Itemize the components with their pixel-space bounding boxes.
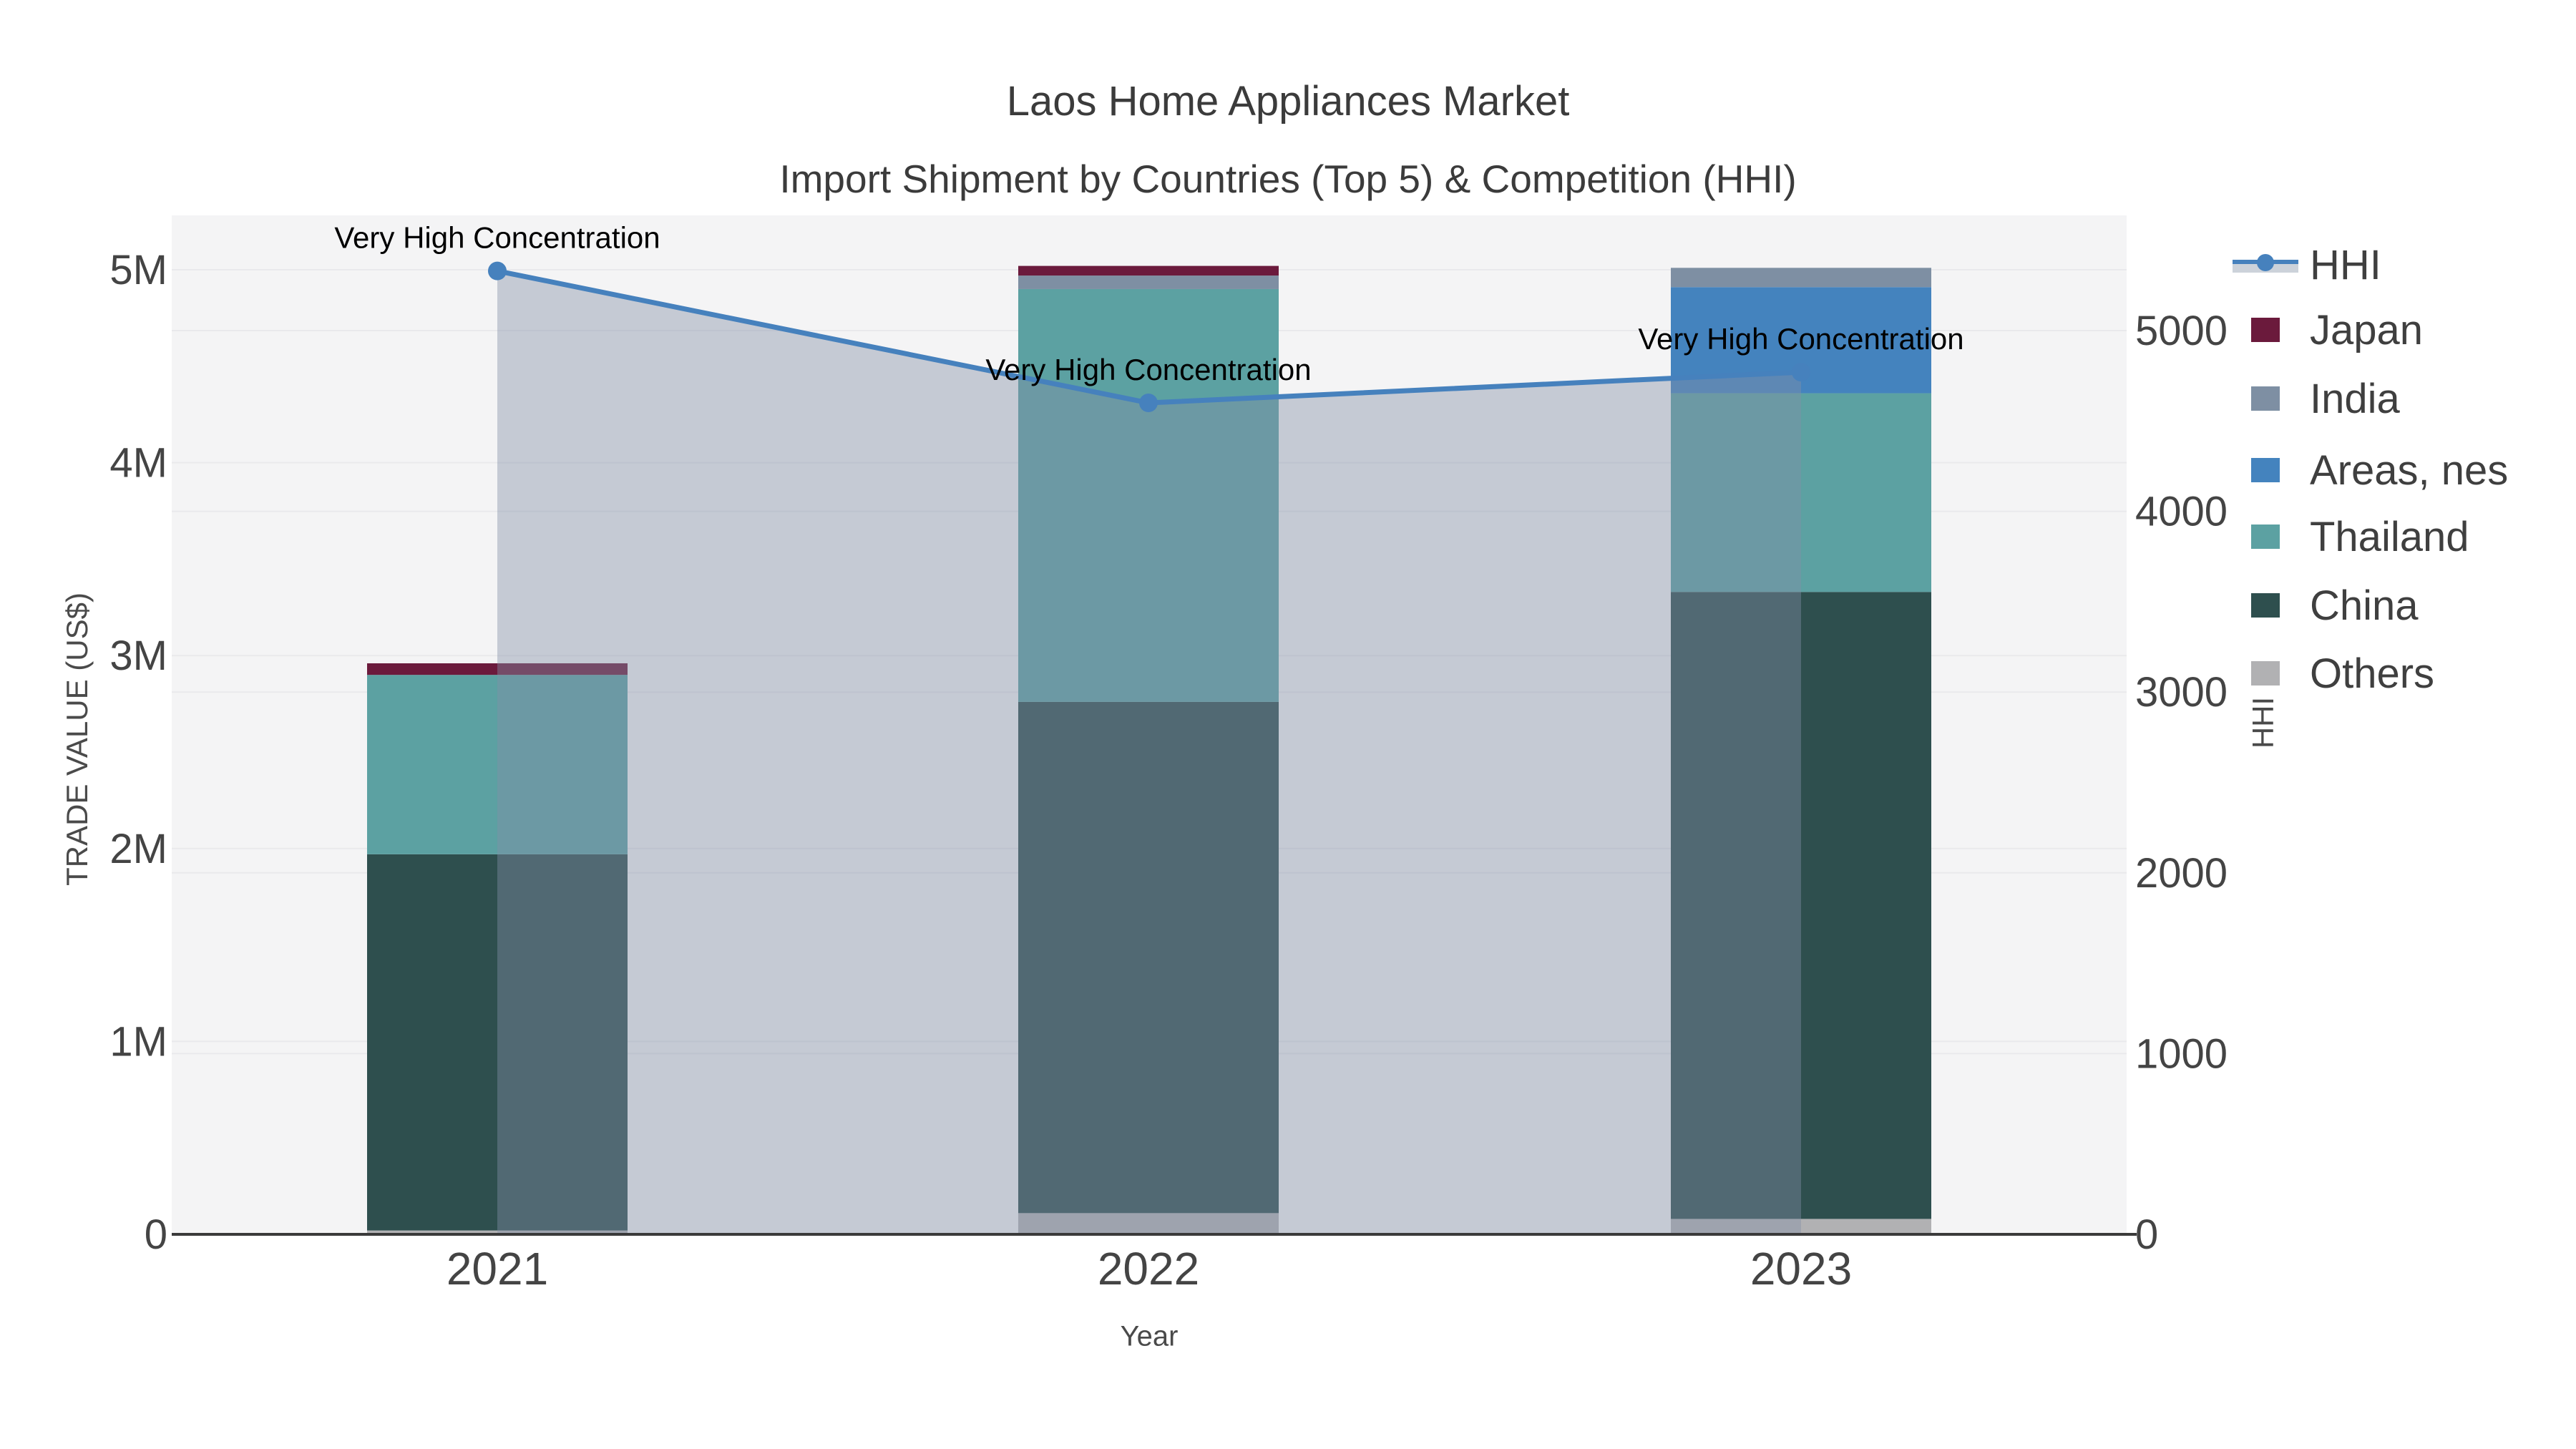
- legend-swatch-icon: [2251, 525, 2280, 549]
- x-tick-2023: 2023: [1750, 1243, 1852, 1294]
- legend-item-areas-nes[interactable]: Areas, nes: [2233, 447, 2508, 494]
- bar-segment-others-2023[interactable]: [1671, 1219, 1931, 1234]
- legend-swatch-icon: [2251, 661, 2280, 686]
- hhi-marker-2023[interactable]: [1792, 363, 1810, 382]
- legend-label: Areas, nes: [2310, 447, 2509, 494]
- legend-item-hhi[interactable]: HHI: [2233, 241, 2381, 288]
- right-tick-4000: 4000: [2135, 489, 2228, 535]
- annotation-2022: Very High Concentration: [985, 353, 1311, 386]
- bar-segment-india-2023[interactable]: [1671, 268, 1931, 288]
- legend-label: Japan: [2310, 306, 2424, 353]
- hhi-marker-2021[interactable]: [488, 261, 507, 280]
- legend-item-china[interactable]: China: [2233, 582, 2419, 629]
- bar-segment-others-2021[interactable]: [367, 1230, 628, 1234]
- legend-swatch-icon: [2251, 458, 2280, 482]
- right-tick-0: 0: [2135, 1211, 2158, 1258]
- hhi-line-icon: [2233, 254, 2298, 274]
- bar-segment-china-2021[interactable]: [367, 854, 628, 1231]
- bar-segment-others-2022[interactable]: [1018, 1213, 1279, 1234]
- legend-item-others[interactable]: Others: [2233, 650, 2434, 697]
- right-axis-title: HHI: [2246, 696, 2280, 749]
- left-tick-4M: 4M: [109, 440, 167, 487]
- legend-label: Thailand: [2310, 513, 2469, 560]
- x-axis-title: Year: [1120, 1320, 1179, 1352]
- bar-segment-japan-2021[interactable]: [367, 663, 628, 675]
- legend-swatch-icon: [2251, 318, 2280, 342]
- legend-label: India: [2310, 375, 2400, 422]
- bar-segment-india-2022[interactable]: [1018, 275, 1279, 289]
- chart-subtitle: Import Shipment by Countries (Top 5) & C…: [779, 157, 1797, 201]
- hhi-marker-2022[interactable]: [1139, 394, 1158, 413]
- hhi-area-fill: [497, 270, 1801, 1235]
- right-tick-5000: 5000: [2135, 308, 2228, 354]
- left-tick-5M: 5M: [109, 247, 167, 293]
- bar-segment-thailand-2022[interactable]: [1018, 288, 1279, 702]
- left-tick-3M: 3M: [109, 633, 167, 679]
- bar-segment-thailand-2021[interactable]: [367, 675, 628, 854]
- legend-swatch-icon: [2251, 386, 2280, 411]
- right-tick-1000: 1000: [2135, 1030, 2228, 1077]
- bar-segment-china-2023[interactable]: [1671, 592, 1931, 1219]
- annotation-2023: Very High Concentration: [1638, 322, 1963, 356]
- x-tick-2022: 2022: [1098, 1243, 1199, 1294]
- left-tick-1M: 1M: [109, 1018, 167, 1065]
- bar-segment-japan-2022[interactable]: [1018, 265, 1279, 276]
- left-axis-title: TRADE VALUE (US$): [60, 592, 94, 886]
- legend-label: China: [2310, 582, 2419, 629]
- left-tick-0: 0: [145, 1211, 167, 1258]
- x-tick-2021: 2021: [447, 1243, 548, 1294]
- legend-swatch-icon: [2251, 593, 2280, 618]
- annotation-2021: Very High Concentration: [334, 221, 660, 255]
- bar-segment-china-2022[interactable]: [1018, 701, 1279, 1214]
- chart-title: Laos Home Appliances Market: [1006, 78, 1570, 125]
- legend-label: Others: [2310, 650, 2435, 697]
- right-tick-3000: 3000: [2135, 669, 2228, 716]
- right-tick-2000: 2000: [2135, 850, 2228, 897]
- legend-item-india[interactable]: India: [2233, 375, 2400, 422]
- legend-item-thailand[interactable]: Thailand: [2233, 513, 2469, 560]
- bar-segment-thailand-2023[interactable]: [1671, 393, 1931, 592]
- left-tick-2M: 2M: [109, 826, 167, 872]
- legend-label: HHI: [2310, 241, 2381, 288]
- legend-item-japan[interactable]: Japan: [2233, 306, 2423, 353]
